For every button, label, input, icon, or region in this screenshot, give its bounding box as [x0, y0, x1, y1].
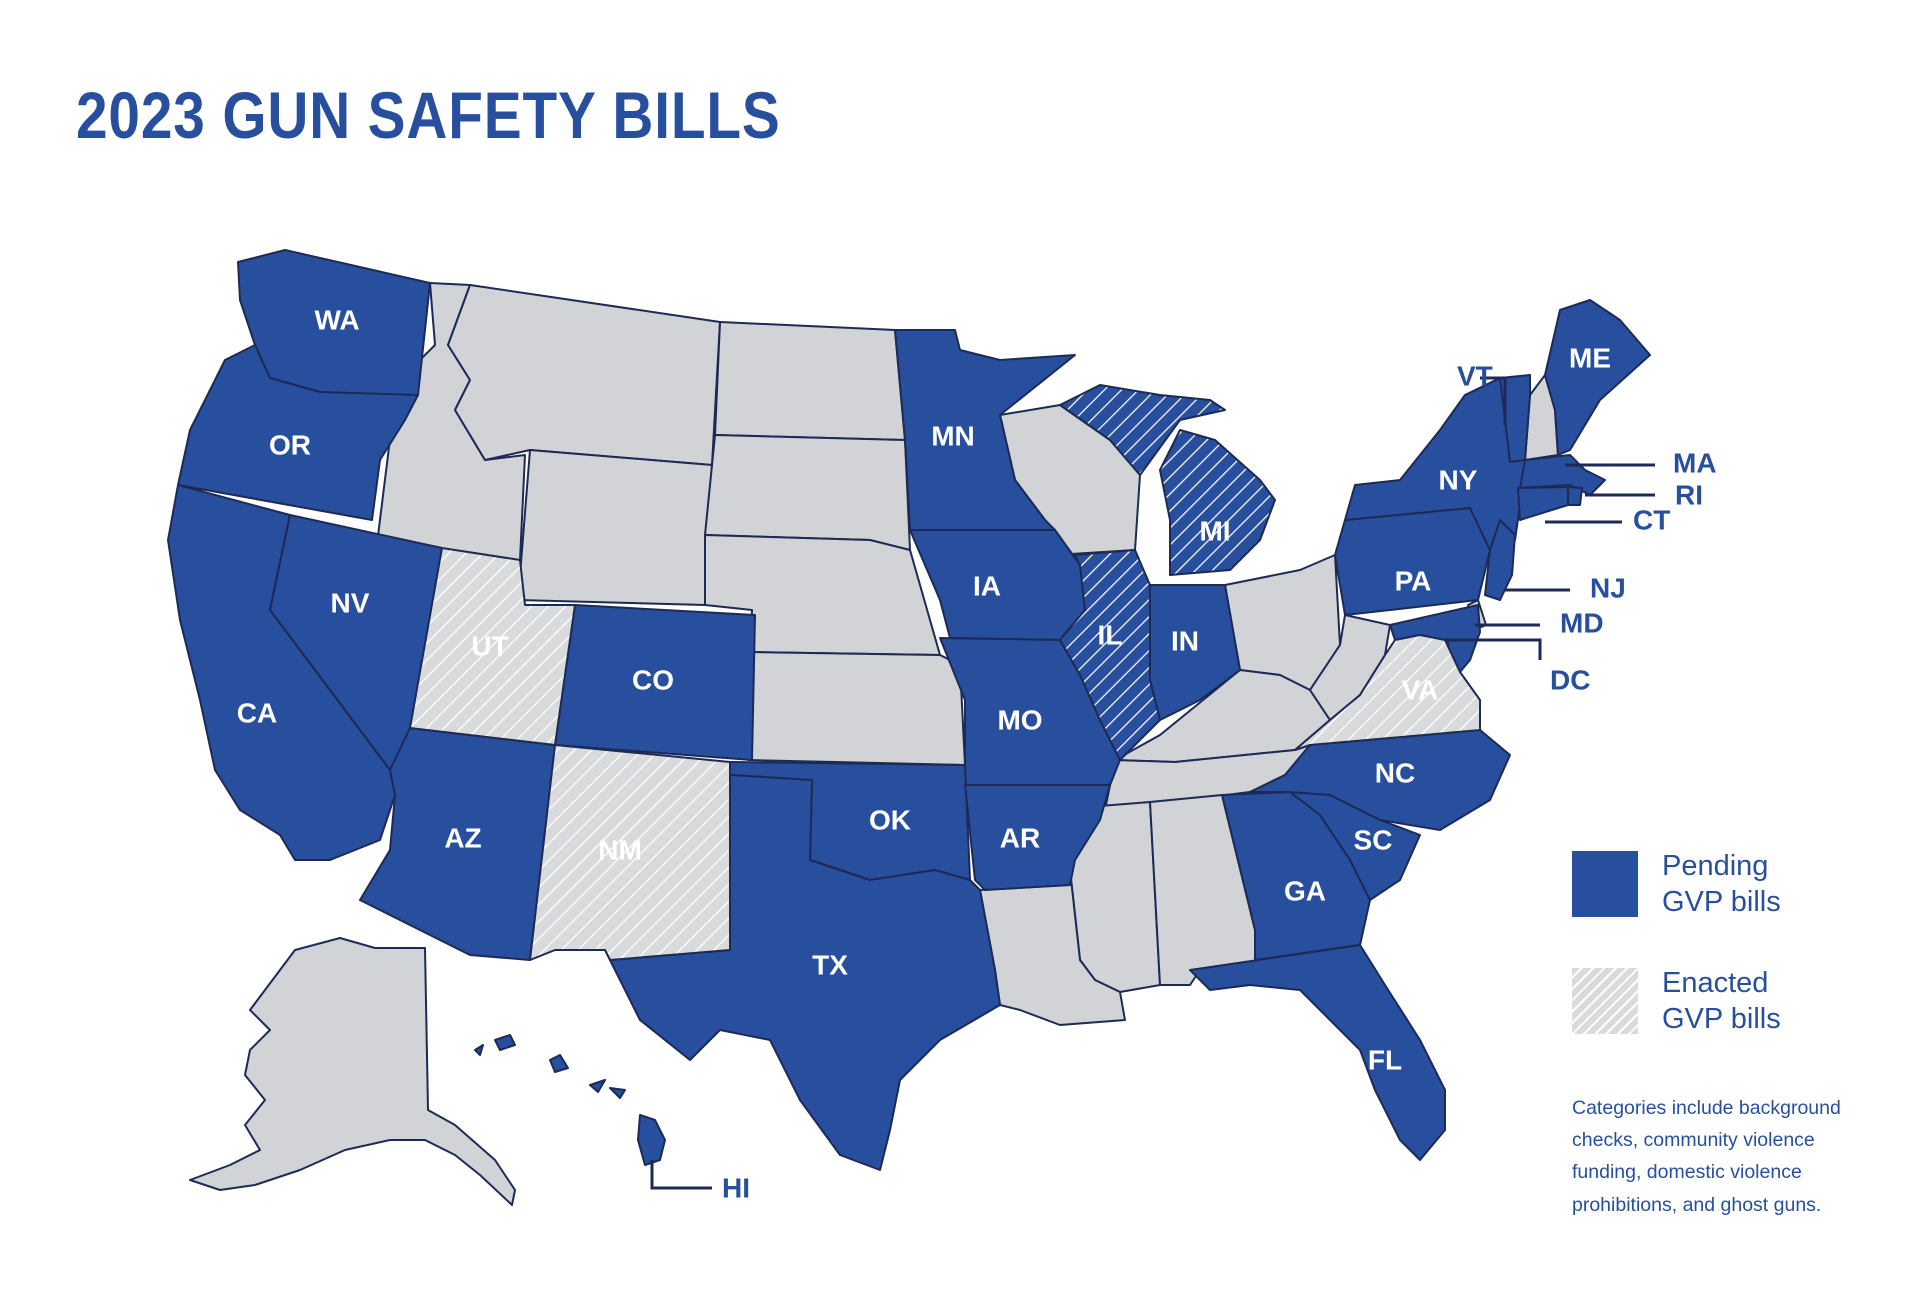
state-AK [189, 937, 516, 1206]
state-CT [1517, 486, 1569, 521]
label-NJ: NJ [1590, 572, 1626, 603]
label-NV: NV [331, 587, 370, 618]
legend-label-pending: Pending GVP bills [1662, 850, 1781, 919]
label-GA: GA [1284, 875, 1326, 906]
label-OR: OR [269, 429, 311, 460]
label-IA: IA [973, 570, 1001, 601]
label-HI: HI [722, 1172, 750, 1203]
label-VA: VA [1402, 674, 1439, 705]
label-MA: MA [1673, 447, 1717, 478]
label-WA: WA [314, 304, 359, 335]
label-CO: CO [632, 664, 674, 695]
label-MN: MN [931, 420, 975, 451]
legend-swatch-pending [1572, 851, 1638, 918]
state-NJ [1484, 519, 1516, 601]
label-NY: NY [1439, 464, 1478, 495]
state-VT [1499, 374, 1531, 463]
label-UT: UT [471, 630, 508, 661]
label-AR: AR [1000, 822, 1040, 853]
label-NM: NM [598, 834, 642, 865]
state-SD [704, 434, 911, 551]
state-FL [1189, 944, 1446, 1161]
label-NC: NC [1375, 757, 1415, 788]
state-IL [1059, 549, 1161, 761]
state-HI [474, 1034, 666, 1166]
label-MD: MD [1560, 607, 1604, 638]
label-PA: PA [1395, 565, 1432, 596]
map-title: 2023 GUN SAFETY BILLS [76, 78, 781, 152]
legend-item-enacted: Enacted GVP bills [1572, 965, 1781, 1038]
label-VT: VT [1457, 360, 1493, 391]
label-OK: OK [869, 804, 911, 835]
state-RI [1567, 486, 1583, 506]
state-MI [1059, 384, 1276, 576]
state-UT [409, 547, 576, 746]
label-IL: IL [1098, 619, 1123, 650]
legend-swatch-enacted [1572, 967, 1638, 1034]
label-AZ: AZ [444, 822, 481, 853]
leader-lines [650, 376, 1655, 1190]
label-MI: MI [1199, 515, 1230, 546]
label-RI: RI [1675, 479, 1703, 510]
label-DC: DC [1550, 664, 1590, 695]
state-AR [964, 784, 1111, 891]
categories-note: Categories include background checks, co… [1572, 1097, 1841, 1216]
label-IN: IN [1171, 625, 1199, 656]
state-OR [177, 344, 419, 521]
label-CT: CT [1633, 504, 1670, 535]
state-PA [1334, 507, 1491, 616]
label-TX: TX [812, 949, 848, 980]
state-MN [894, 329, 1076, 531]
label-CA: CA [237, 697, 277, 728]
label-MO: MO [997, 704, 1042, 735]
state-TX [609, 774, 1001, 1171]
label-SC: SC [1354, 824, 1393, 855]
legend-label-enacted: Enacted GVP bills [1662, 966, 1781, 1035]
label-FL: FL [1368, 1044, 1402, 1075]
state-VA [1294, 634, 1481, 751]
state-NM [529, 744, 731, 961]
label-ME: ME [1569, 342, 1611, 373]
state-labels: WA OR CA NV UT AZ CO NM MN IA MO OK TX A… [237, 304, 1717, 1203]
state-WY [517, 449, 713, 606]
state-ND [714, 321, 906, 441]
state-ME [1544, 299, 1651, 456]
legend: Pending GVP bills Enacted GVP bills [1572, 848, 1781, 1081]
state-NC [1249, 729, 1511, 831]
state-MT [447, 284, 721, 466]
state-KS [747, 651, 966, 766]
legend-item-pending: Pending GVP bills [1572, 848, 1781, 921]
